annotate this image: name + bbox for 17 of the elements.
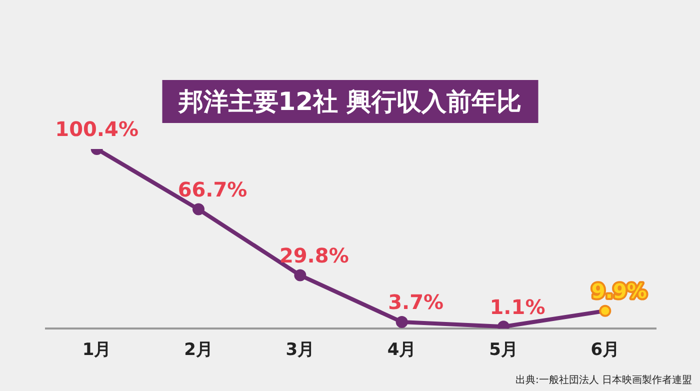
- source-note: 出典:一般社団法人 日本映画製作者連盟: [515, 374, 692, 387]
- x-tick-label: 1月: [82, 340, 112, 360]
- data-label: 100.4%: [55, 117, 138, 142]
- chart-title: 邦洋主要12社 興行収入前年比: [162, 80, 538, 123]
- point: [599, 304, 612, 317]
- x-tick-label: 5月: [489, 340, 518, 360]
- data-label: 1.1%: [490, 294, 546, 319]
- x-tick-label: 2月: [184, 340, 213, 360]
- x-tick-label: 6月: [590, 340, 620, 360]
- point: [396, 316, 408, 328]
- point: [294, 269, 306, 282]
- data-label: 66.7%: [178, 177, 248, 202]
- x-tick-label: 4月: [387, 340, 416, 360]
- data-label: 9.9%: [591, 279, 647, 304]
- data-label: 29.8%: [279, 243, 349, 268]
- data-label: 3.7%: [388, 290, 444, 314]
- x-tick-label: 3月: [286, 340, 315, 360]
